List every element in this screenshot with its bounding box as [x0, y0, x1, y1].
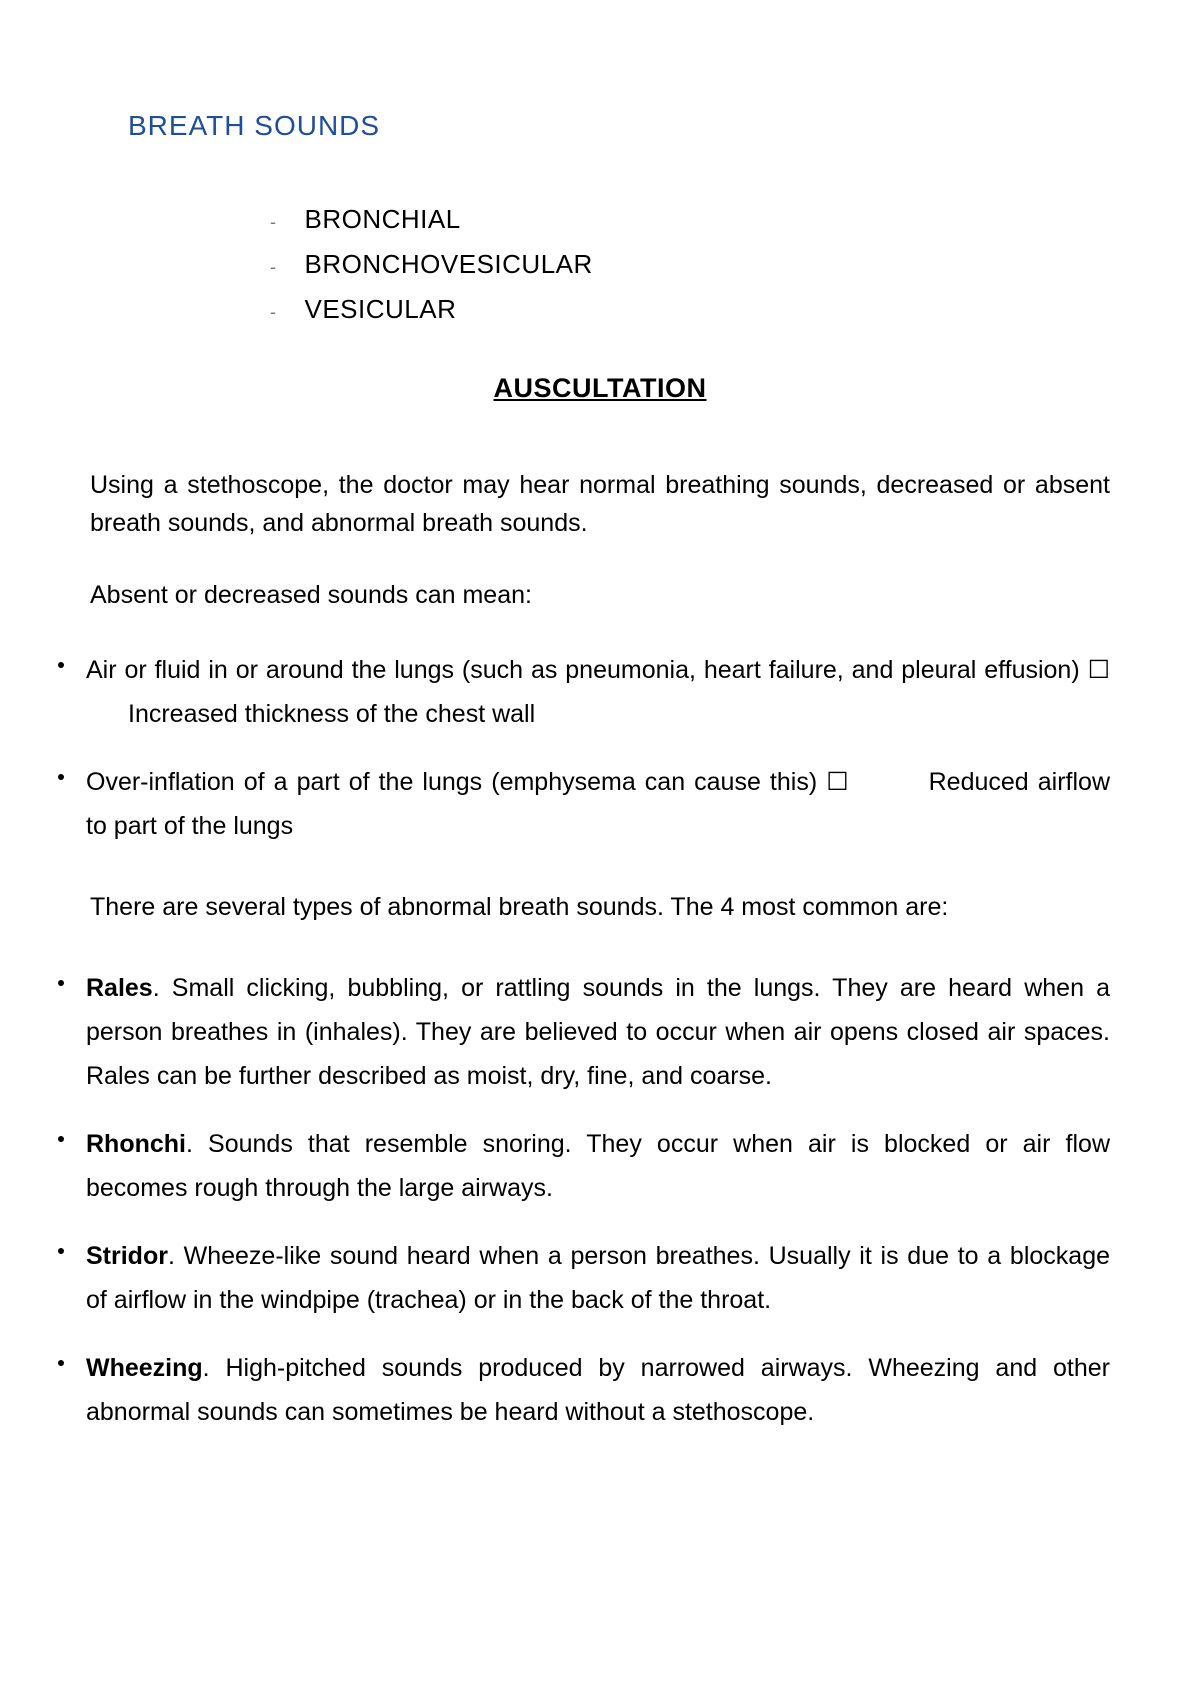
breath-sounds-list: - BRONCHIAL - BRONCHOVESICULAR - VESICUL… [270, 198, 1110, 333]
sounds-list: Rales. Small clicking, bubbling, or ratt… [90, 966, 1110, 1434]
bullet-icon [58, 1360, 64, 1366]
list-item-label: BRONCHOVESICULAR [305, 243, 593, 285]
bullet-icon [58, 774, 64, 780]
sound-name: Stridor [86, 1242, 168, 1270]
list-item: Stridor. Wheeze-like sound heard when a … [90, 1234, 1110, 1322]
text-part: Over-inflation of a part of the lungs (e… [86, 768, 817, 796]
list-item-text: Wheezing. High-pitched sounds produced b… [86, 1346, 1110, 1434]
section-heading: AUSCULTATION [90, 373, 1110, 404]
common-intro: There are several types of abnormal brea… [90, 888, 1110, 926]
sound-desc: . Wheeze-like sound heard when a person … [86, 1242, 1110, 1314]
list-item-label: BRONCHIAL [305, 198, 461, 240]
text-part: Air or fluid in or around the lungs (suc… [86, 656, 1080, 684]
list-item-text: Rhonchi. Sounds that resemble snoring. T… [86, 1122, 1110, 1210]
checkbox-icon: ☐ [1088, 648, 1110, 692]
dash-icon: - [270, 291, 277, 333]
list-item: - VESICULAR [270, 288, 1110, 333]
list-item-text: Stridor. Wheeze-like sound heard when a … [86, 1234, 1110, 1322]
absent-list: Air or fluid in or around the lungs (suc… [90, 648, 1110, 848]
sound-name: Rhonchi [86, 1130, 186, 1158]
list-item-text: Air or fluid in or around the lungs (suc… [86, 648, 1110, 736]
bullet-icon [58, 1248, 64, 1254]
list-item: Rales. Small clicking, bubbling, or ratt… [90, 966, 1110, 1098]
list-item: - BRONCHIAL [270, 198, 1110, 243]
sound-desc: . High-pitched sounds produced by narrow… [86, 1354, 1110, 1426]
checkbox-icon: ☐ [826, 760, 848, 804]
sound-name: Wheezing [86, 1354, 203, 1382]
list-item: Over-inflation of a part of the lungs (e… [90, 760, 1110, 848]
dash-icon: - [270, 246, 277, 288]
page-title: BREATH SOUNDS [128, 110, 1110, 142]
bullet-icon [58, 1136, 64, 1142]
list-item: Wheezing. High-pitched sounds produced b… [90, 1346, 1110, 1434]
dash-icon: - [270, 201, 277, 243]
sound-desc: . Sounds that resemble snoring. They occ… [86, 1130, 1110, 1202]
bullet-icon [58, 662, 64, 668]
list-item: Rhonchi. Sounds that resemble snoring. T… [90, 1122, 1110, 1210]
bullet-icon [58, 980, 64, 986]
text-part: Increased thickness of the chest wall [128, 700, 535, 728]
list-item: - BRONCHOVESICULAR [270, 243, 1110, 288]
intro-paragraph: Using a stethoscope, the doctor may hear… [90, 466, 1110, 542]
list-item: Air or fluid in or around the lungs (suc… [90, 648, 1110, 736]
sound-name: Rales [86, 974, 153, 1002]
list-item-label: VESICULAR [305, 288, 457, 330]
list-item-text: Rales. Small clicking, bubbling, or ratt… [86, 966, 1110, 1098]
absent-intro: Absent or decreased sounds can mean: [90, 576, 1110, 614]
list-item-text: Over-inflation of a part of the lungs (e… [86, 760, 1110, 848]
sound-desc: . Small clicking, bubbling, or rattling … [86, 974, 1110, 1090]
